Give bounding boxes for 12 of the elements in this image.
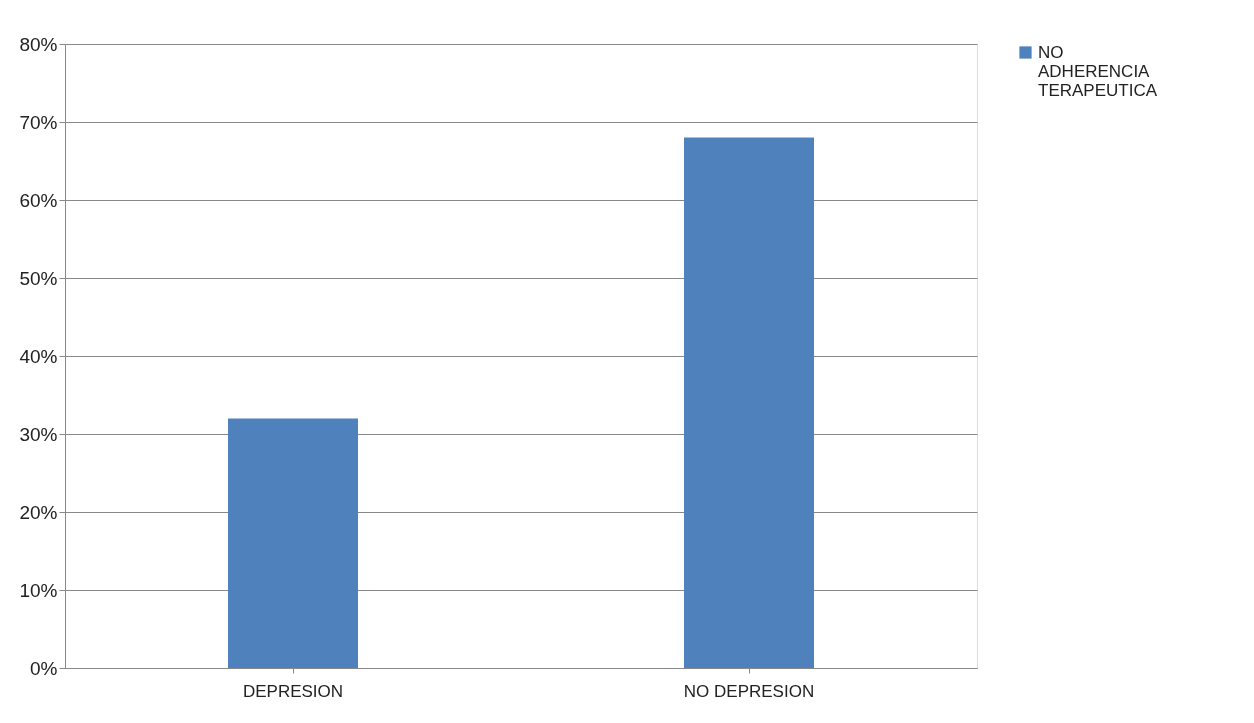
legend-label: NO ADHERENCIA TERAPEUTICA [1038, 42, 1158, 100]
y-tick-label: 0% [30, 657, 58, 679]
y-tick-label: 50% [19, 267, 58, 289]
y-tick-label: 30% [19, 423, 58, 445]
x-tick-label: DEPRESION [242, 681, 344, 701]
y-tick-label: 60% [19, 189, 58, 211]
y-tick-label: 70% [19, 111, 58, 133]
y-tick-label: 10% [19, 579, 58, 601]
y-tick-label: 80% [19, 33, 58, 55]
y-tick-label: 40% [19, 345, 58, 367]
y-tick-label: 20% [19, 501, 58, 523]
x-tick-label: NO DEPRESION [683, 681, 815, 701]
